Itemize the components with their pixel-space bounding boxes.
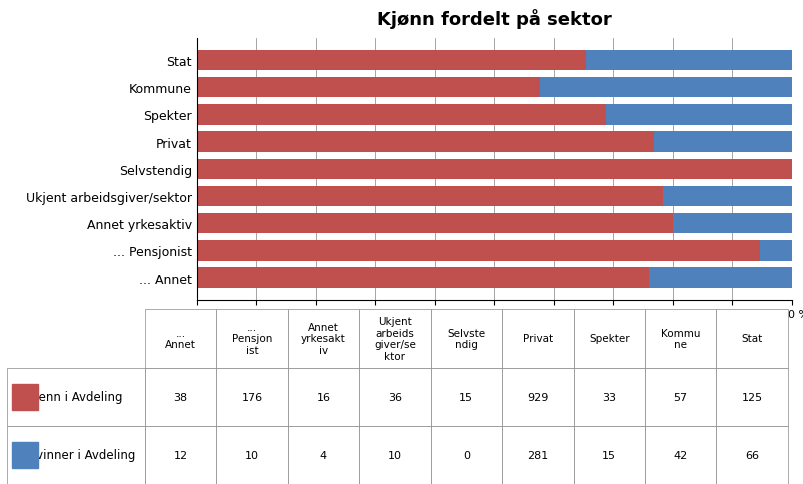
Bar [197,78,539,98]
Bar [197,186,662,207]
Bar [759,241,791,261]
Bar [585,51,791,71]
Bar [539,78,791,98]
Bar [197,159,791,180]
Bar [197,51,585,71]
Bar [672,213,791,234]
Bar [648,268,791,288]
Bar [197,132,653,152]
Bar [197,241,759,261]
Bar [197,213,672,234]
Bar [197,105,605,125]
Bar [662,186,791,207]
Title: Kjønn fordelt på sektor: Kjønn fordelt på sektor [377,9,611,29]
Bar [605,105,791,125]
Bar [653,132,791,152]
Bar [197,268,648,288]
